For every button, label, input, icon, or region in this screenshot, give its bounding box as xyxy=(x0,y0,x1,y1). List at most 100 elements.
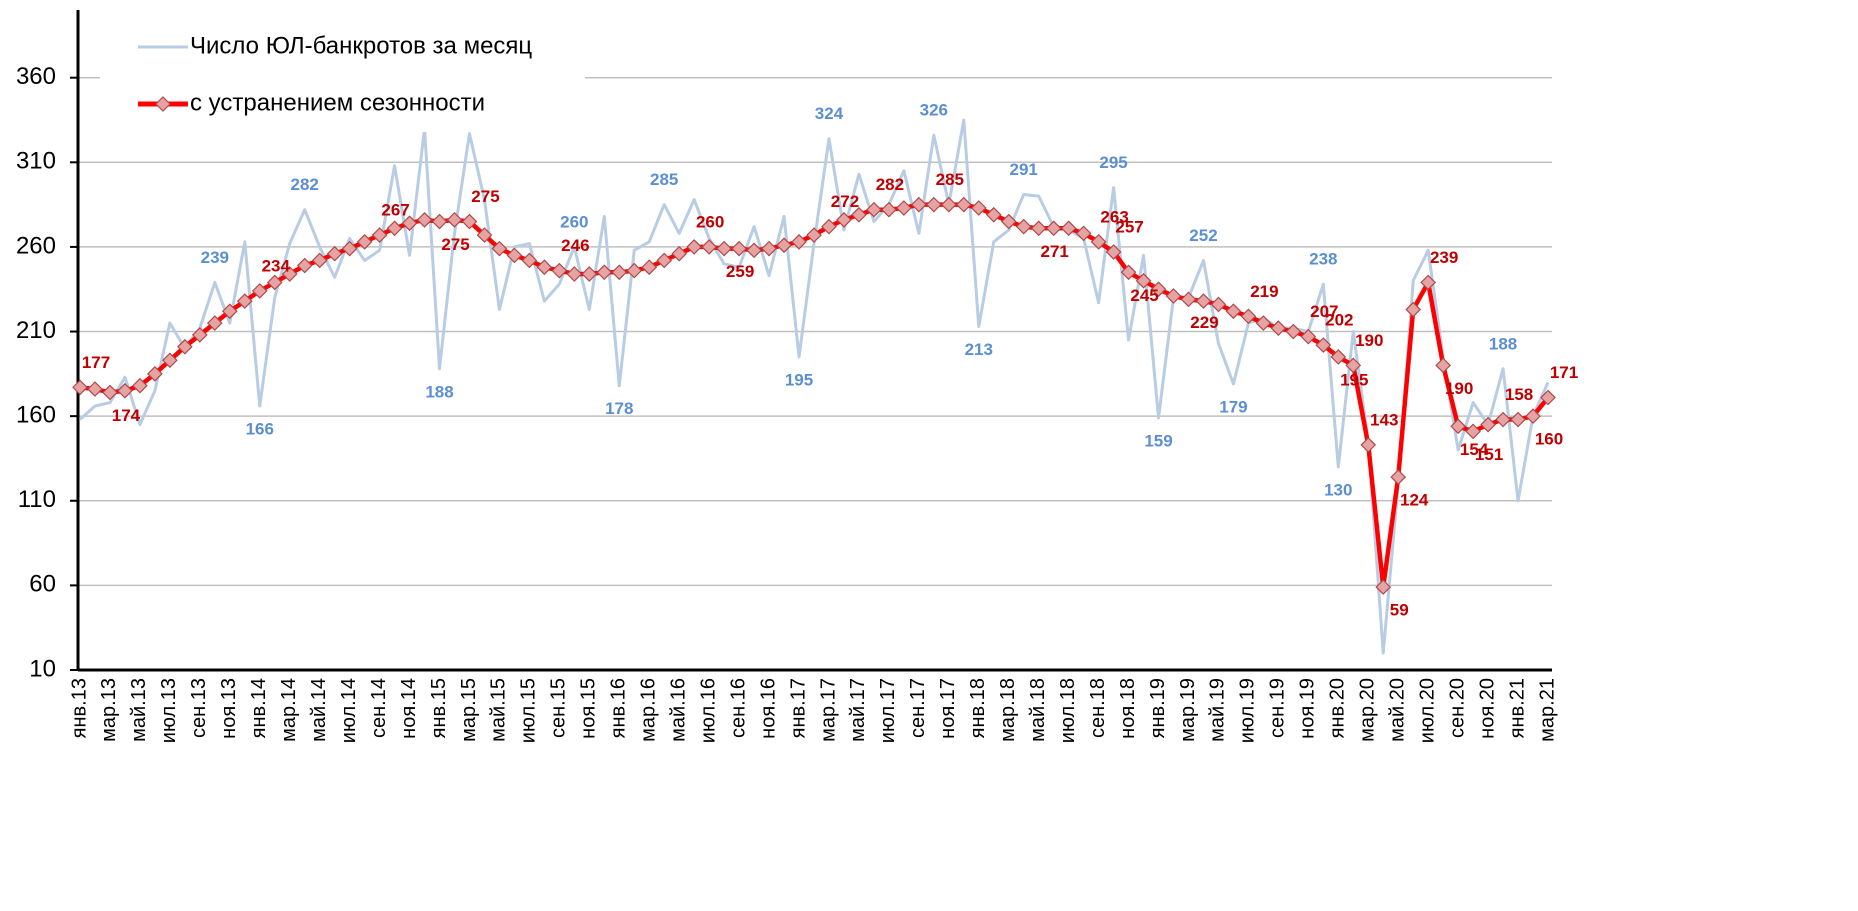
data-label: 124 xyxy=(1400,491,1429,510)
marker xyxy=(147,365,163,382)
marker xyxy=(536,259,553,276)
legend-marker xyxy=(155,96,171,112)
data-label: 285 xyxy=(936,170,964,189)
marker xyxy=(1315,337,1332,353)
marker xyxy=(836,211,852,228)
x-tick-label: май.20 xyxy=(1386,678,1408,742)
x-tick-label: сен.19 xyxy=(1267,678,1289,738)
marker xyxy=(1060,220,1077,237)
marker xyxy=(1225,303,1242,320)
marker xyxy=(251,283,268,299)
data-label: 188 xyxy=(1489,334,1517,353)
marker xyxy=(851,206,867,223)
y-tick-label: 160 xyxy=(16,401,56,428)
data-label: 213 xyxy=(965,340,993,359)
data-label: 229 xyxy=(1190,313,1218,332)
marker xyxy=(1390,469,1407,485)
legend-label: Число ЮЛ-банкротов за месяц xyxy=(190,32,532,59)
marker xyxy=(896,200,912,216)
marker xyxy=(87,381,103,397)
marker xyxy=(626,262,643,279)
y-tick-label: 110 xyxy=(18,486,56,513)
data-label: 202 xyxy=(1325,311,1353,330)
marker xyxy=(1330,349,1347,365)
x-tick-label: мар.14 xyxy=(278,678,300,742)
marker xyxy=(461,213,478,230)
marker xyxy=(1135,272,1152,289)
marker xyxy=(221,303,238,320)
marker xyxy=(162,352,178,369)
x-tick-label: мар.19 xyxy=(1177,678,1199,742)
y-tick-label: 260 xyxy=(16,232,56,259)
legend-box xyxy=(100,20,585,132)
marker xyxy=(506,247,523,264)
x-tick-label: ноя.14 xyxy=(398,678,420,739)
x-tick-label: июл.17 xyxy=(877,678,899,743)
marker xyxy=(1405,301,1422,318)
marker xyxy=(401,215,418,232)
x-tick-label: янв.13 xyxy=(68,678,90,738)
x-tick-label: ноя.18 xyxy=(1117,678,1139,739)
marker xyxy=(191,327,208,343)
data-label: 174 xyxy=(112,406,141,425)
marker xyxy=(1510,411,1526,428)
marker xyxy=(985,206,1002,223)
x-tick-label: мар.13 xyxy=(98,678,120,742)
data-label: 285 xyxy=(650,170,678,189)
x-tick-label: июл.18 xyxy=(1057,678,1079,743)
x-tick-label: май.14 xyxy=(308,678,330,742)
marker xyxy=(731,240,747,257)
marker xyxy=(296,257,313,274)
x-tick-label: мар.15 xyxy=(458,678,480,742)
data-label: 190 xyxy=(1355,331,1383,350)
marker xyxy=(716,240,732,257)
data-label: 291 xyxy=(1010,160,1038,179)
data-label: 154 xyxy=(1460,440,1489,459)
marker xyxy=(386,220,403,237)
marker xyxy=(581,266,598,282)
marker xyxy=(940,196,957,213)
marker xyxy=(1150,281,1167,298)
y-tick-label: 210 xyxy=(16,317,56,344)
marker xyxy=(1030,220,1047,237)
data-label: 326 xyxy=(920,101,948,120)
marker xyxy=(1195,293,1212,309)
x-tick-label: сен.13 xyxy=(188,678,210,738)
marker xyxy=(1240,308,1257,325)
data-label: 130 xyxy=(1324,480,1352,499)
data-label: 160 xyxy=(1535,430,1563,449)
x-tick-label: июл.15 xyxy=(518,678,540,743)
marker xyxy=(821,218,837,235)
marker xyxy=(970,200,987,216)
data-label: 257 xyxy=(1115,217,1143,236)
x-tick-label: сен.17 xyxy=(907,678,929,738)
marker xyxy=(117,382,133,399)
y-tick-label: 60 xyxy=(29,571,56,598)
x-tick-label: янв.18 xyxy=(967,678,989,738)
marker xyxy=(656,252,673,269)
x-tick-label: янв.15 xyxy=(428,678,450,738)
x-tick-label: июл.16 xyxy=(697,678,719,743)
x-tick-label: ноя.20 xyxy=(1476,678,1498,739)
marker xyxy=(596,264,613,281)
marker xyxy=(72,379,88,396)
y-tick-label: 10 xyxy=(29,655,56,682)
data-label: 260 xyxy=(696,212,724,231)
marker xyxy=(1255,315,1272,331)
marker xyxy=(776,237,792,254)
marker xyxy=(371,227,388,243)
marker xyxy=(761,240,777,257)
x-tick-label: сен.16 xyxy=(727,678,749,738)
marker xyxy=(1120,264,1137,281)
x-tick-label: май.18 xyxy=(1027,678,1049,742)
marker xyxy=(566,266,583,282)
marker xyxy=(1480,416,1496,433)
marker xyxy=(866,201,882,218)
marker xyxy=(1090,233,1107,250)
data-label: 260 xyxy=(560,212,588,231)
marker xyxy=(1210,296,1227,313)
marker xyxy=(1495,411,1511,428)
x-tick-label: мар.21 xyxy=(1536,678,1558,742)
x-tick-label: май.19 xyxy=(1207,678,1229,742)
data-label: 246 xyxy=(561,236,589,255)
